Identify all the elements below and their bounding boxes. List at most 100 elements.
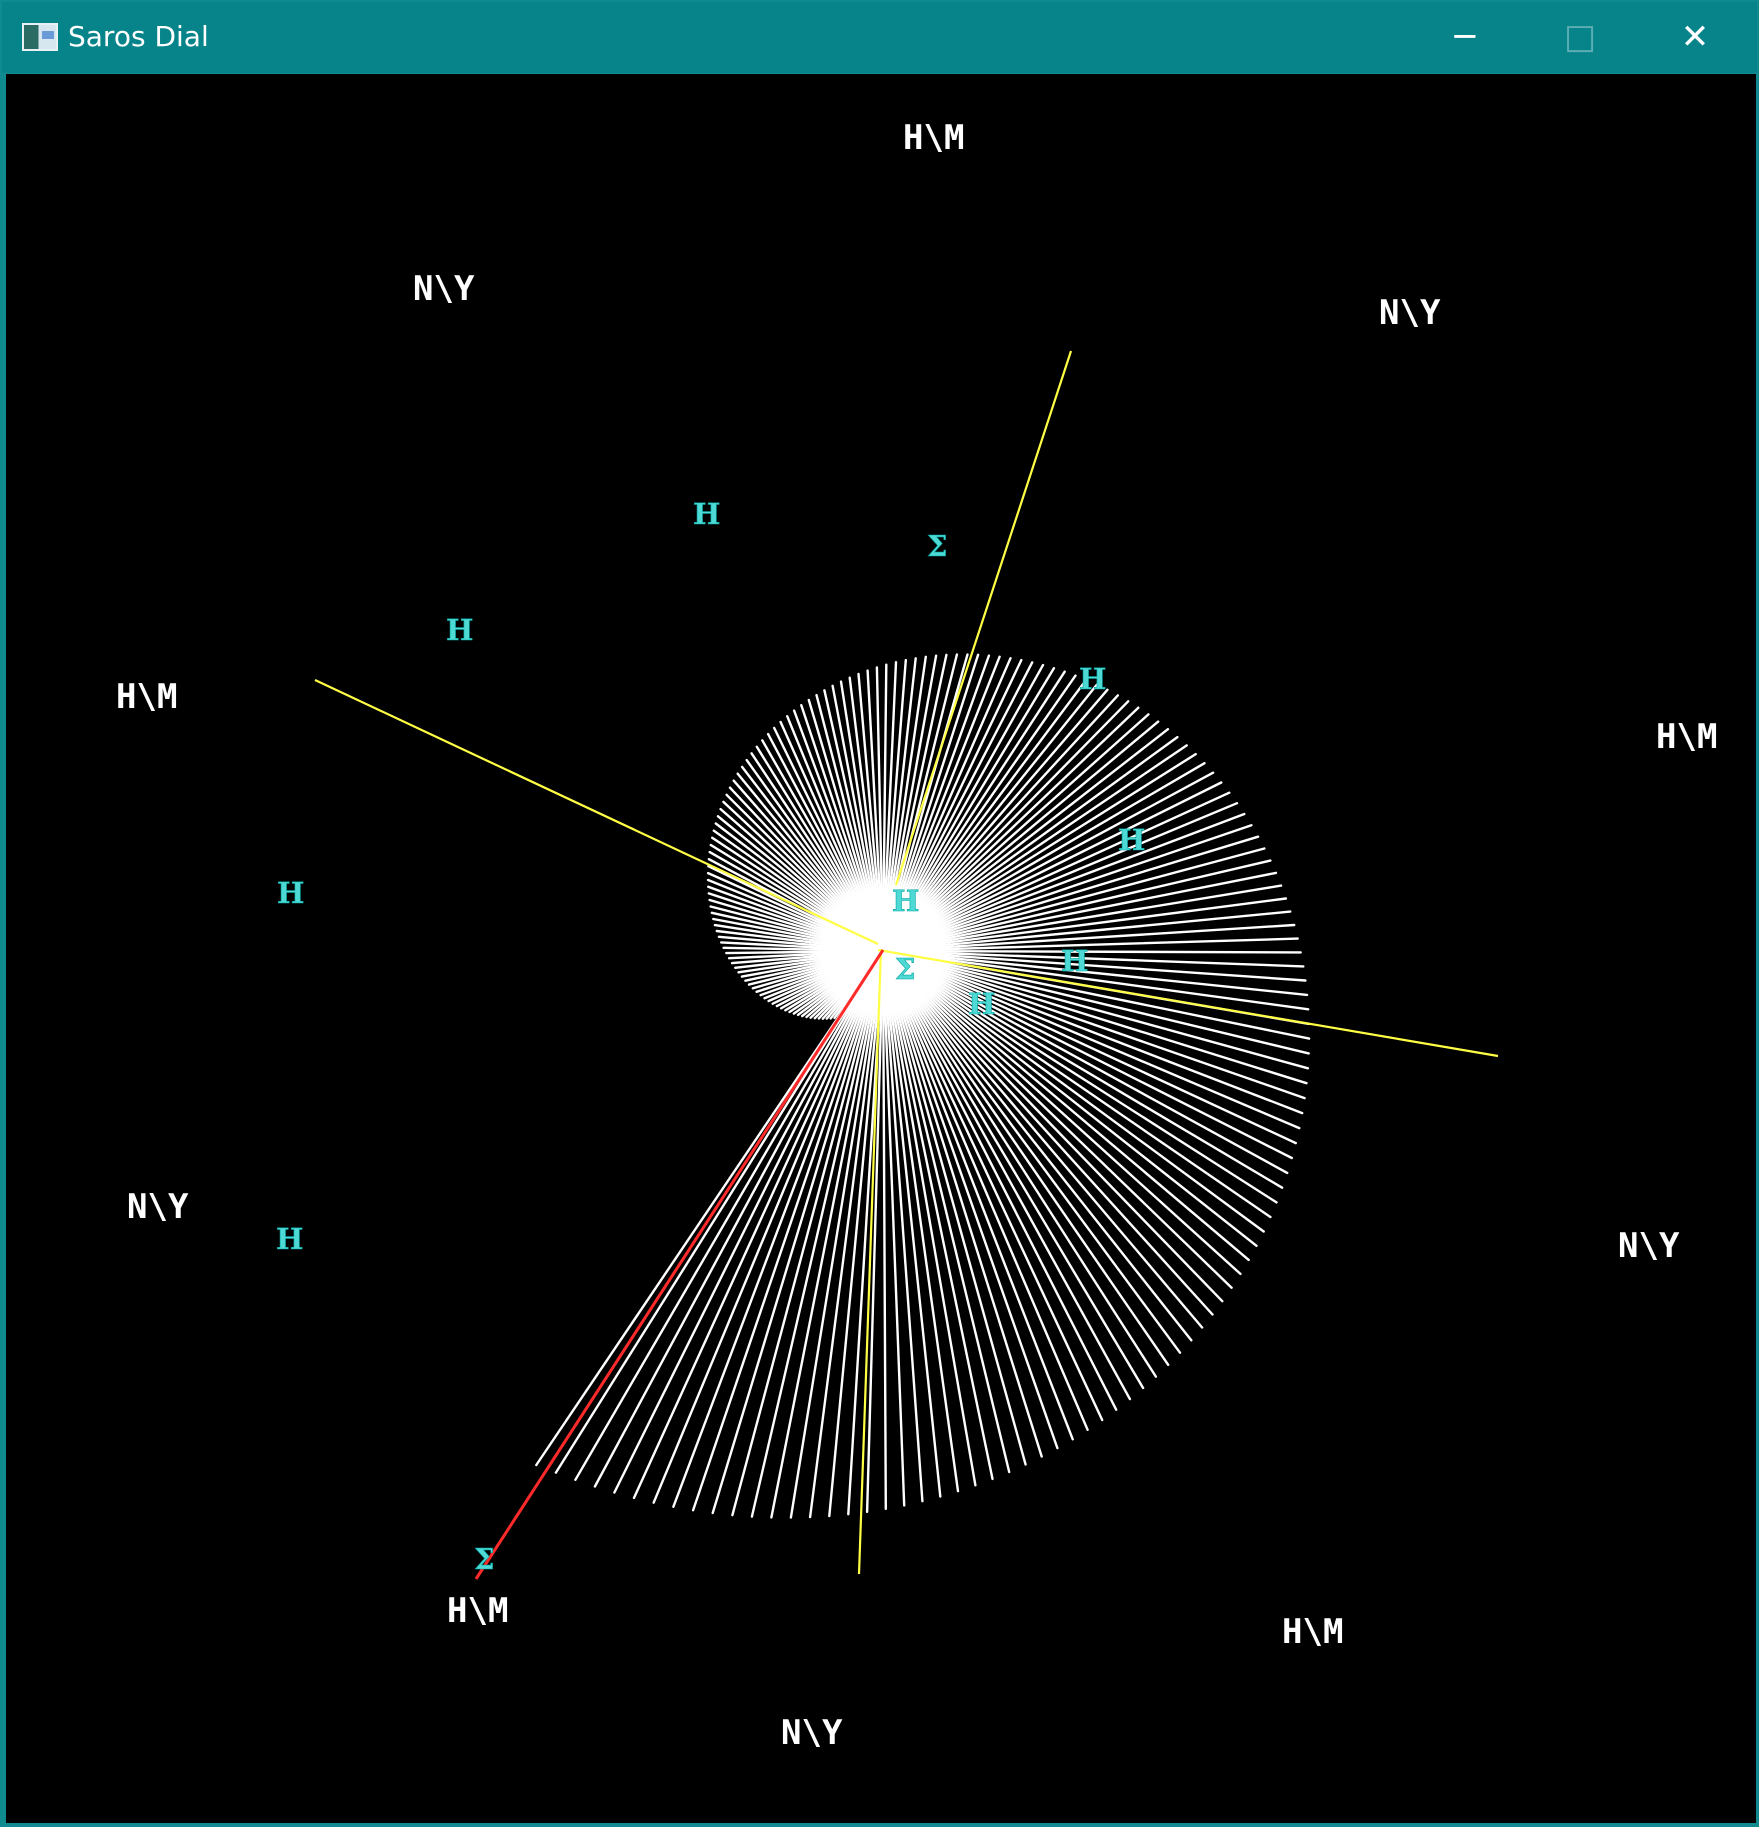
spiral-line <box>779 720 885 953</box>
spiral-line <box>773 726 885 953</box>
spiral-line <box>881 949 1294 1160</box>
spiral-line <box>881 949 942 1498</box>
spiral-line <box>881 949 1311 1040</box>
greek-eta-marker: Η <box>968 987 995 1021</box>
spiral-line <box>815 693 885 953</box>
spiral-line <box>881 835 1260 953</box>
spiral-line <box>881 949 1214 1316</box>
spiral-line <box>881 949 1298 1145</box>
spiral-line <box>828 949 885 1518</box>
spiral-line <box>719 807 885 953</box>
spiral-line <box>881 667 1056 953</box>
greek-eta-marker: Η <box>1061 944 1088 978</box>
spiral-line <box>881 663 1045 953</box>
spiral-line <box>881 949 1204 1329</box>
spiral-line <box>786 715 885 953</box>
greek-eta-marker: Η <box>277 876 304 910</box>
spiral-line <box>881 949 1278 1204</box>
spiral-line <box>857 672 885 953</box>
spiral-line <box>745 758 885 953</box>
yellow-radial-line <box>877 948 1499 1058</box>
spiral-line <box>881 871 1278 953</box>
spiral-line <box>881 654 938 953</box>
spiral-line <box>881 949 1193 1342</box>
app-window-icon <box>22 23 58 51</box>
greek-eta-marker: Η <box>1079 662 1106 696</box>
spiral-line <box>881 949 1170 1367</box>
spiral-line <box>881 720 1160 953</box>
dial-label-hm: H\M <box>447 1591 508 1631</box>
spiral-line <box>881 791 1231 953</box>
spiral-line <box>881 859 1272 953</box>
spiral-line <box>881 910 1292 953</box>
spiral-line <box>766 732 885 953</box>
spiral-line <box>881 653 959 953</box>
spiral-line <box>711 949 885 1515</box>
spiral-line <box>881 655 1001 953</box>
spiral-line <box>881 949 1250 1262</box>
spiral-line <box>881 897 1288 953</box>
spiral-line <box>632 949 885 1500</box>
dial-label-ny: N\Y <box>127 1187 189 1227</box>
spiral-line <box>881 949 1104 1422</box>
spiral-line <box>881 654 991 953</box>
spiral-line <box>881 949 1310 1070</box>
spiral-line <box>728 786 885 953</box>
spiral-line <box>881 949 887 1511</box>
spiral-line <box>881 949 1043 1458</box>
spiral-line <box>881 949 1027 1466</box>
spiral-line <box>792 709 885 953</box>
spiral-line <box>881 949 1132 1401</box>
spiral-line <box>881 949 1145 1390</box>
greek-sigma-marker: Σ <box>474 1542 495 1576</box>
yellow-radial-line <box>857 948 883 1575</box>
dial-label-ny: N\Y <box>781 1713 843 1753</box>
spiral-line <box>740 765 885 953</box>
spiral-line <box>881 949 1306 1100</box>
title-bar[interactable]: Saros Dial ─ □ ✕ <box>2 2 1757 73</box>
spiral-line <box>881 949 1309 997</box>
spiral-line <box>881 781 1223 953</box>
spiral-line <box>881 949 1301 1130</box>
spiral-line <box>881 653 948 953</box>
maximize-button[interactable]: □ <box>1563 17 1597 57</box>
spiral-line <box>881 949 1224 1303</box>
spiral-line <box>881 949 1308 1085</box>
spiral-line <box>770 949 885 1519</box>
saros-dial-drawing: H\M N\Y N\Y H\M H\M N\Y N\Y H\M H\M N\Y … <box>116 118 1717 1753</box>
spiral-line <box>881 744 1188 953</box>
spiral-line <box>865 949 885 1514</box>
spiral-line <box>881 949 977 1487</box>
greek-eta-marker: Η <box>693 497 720 531</box>
close-button[interactable]: ✕ <box>1680 17 1710 57</box>
spiral-line <box>881 949 1284 1189</box>
spiral-line <box>755 745 885 953</box>
spiral-line <box>881 884 1283 953</box>
dial-label-hm: H\M <box>116 677 177 717</box>
spiral-line <box>881 700 1130 953</box>
spiral-line <box>574 949 885 1482</box>
spiral-line <box>881 658 907 953</box>
spiral-line <box>881 949 1258 1248</box>
spiral-line <box>731 949 885 1517</box>
spiral-line <box>881 661 1034 953</box>
spiral-line <box>881 949 906 1507</box>
spiral-line <box>881 674 1077 953</box>
spiral-line <box>789 949 885 1519</box>
spiral-line <box>881 706 1140 953</box>
spiral-line <box>881 658 1023 953</box>
dial-label-ny: N\Y <box>1618 1226 1680 1266</box>
spiral-line <box>881 735 1179 953</box>
minimize-button[interactable]: ─ <box>1454 17 1476 57</box>
red-radial-line <box>474 949 885 1580</box>
spiral-line <box>652 949 885 1504</box>
spiral-line <box>881 657 1012 953</box>
spiral-line <box>554 949 885 1474</box>
spiral-line-group <box>535 653 1311 1519</box>
spiral-line <box>881 937 1299 953</box>
spiral-line <box>881 949 1305 968</box>
spiral-line <box>881 949 1265 1233</box>
spiral-line <box>881 728 1170 953</box>
spiral-line <box>881 949 1233 1289</box>
